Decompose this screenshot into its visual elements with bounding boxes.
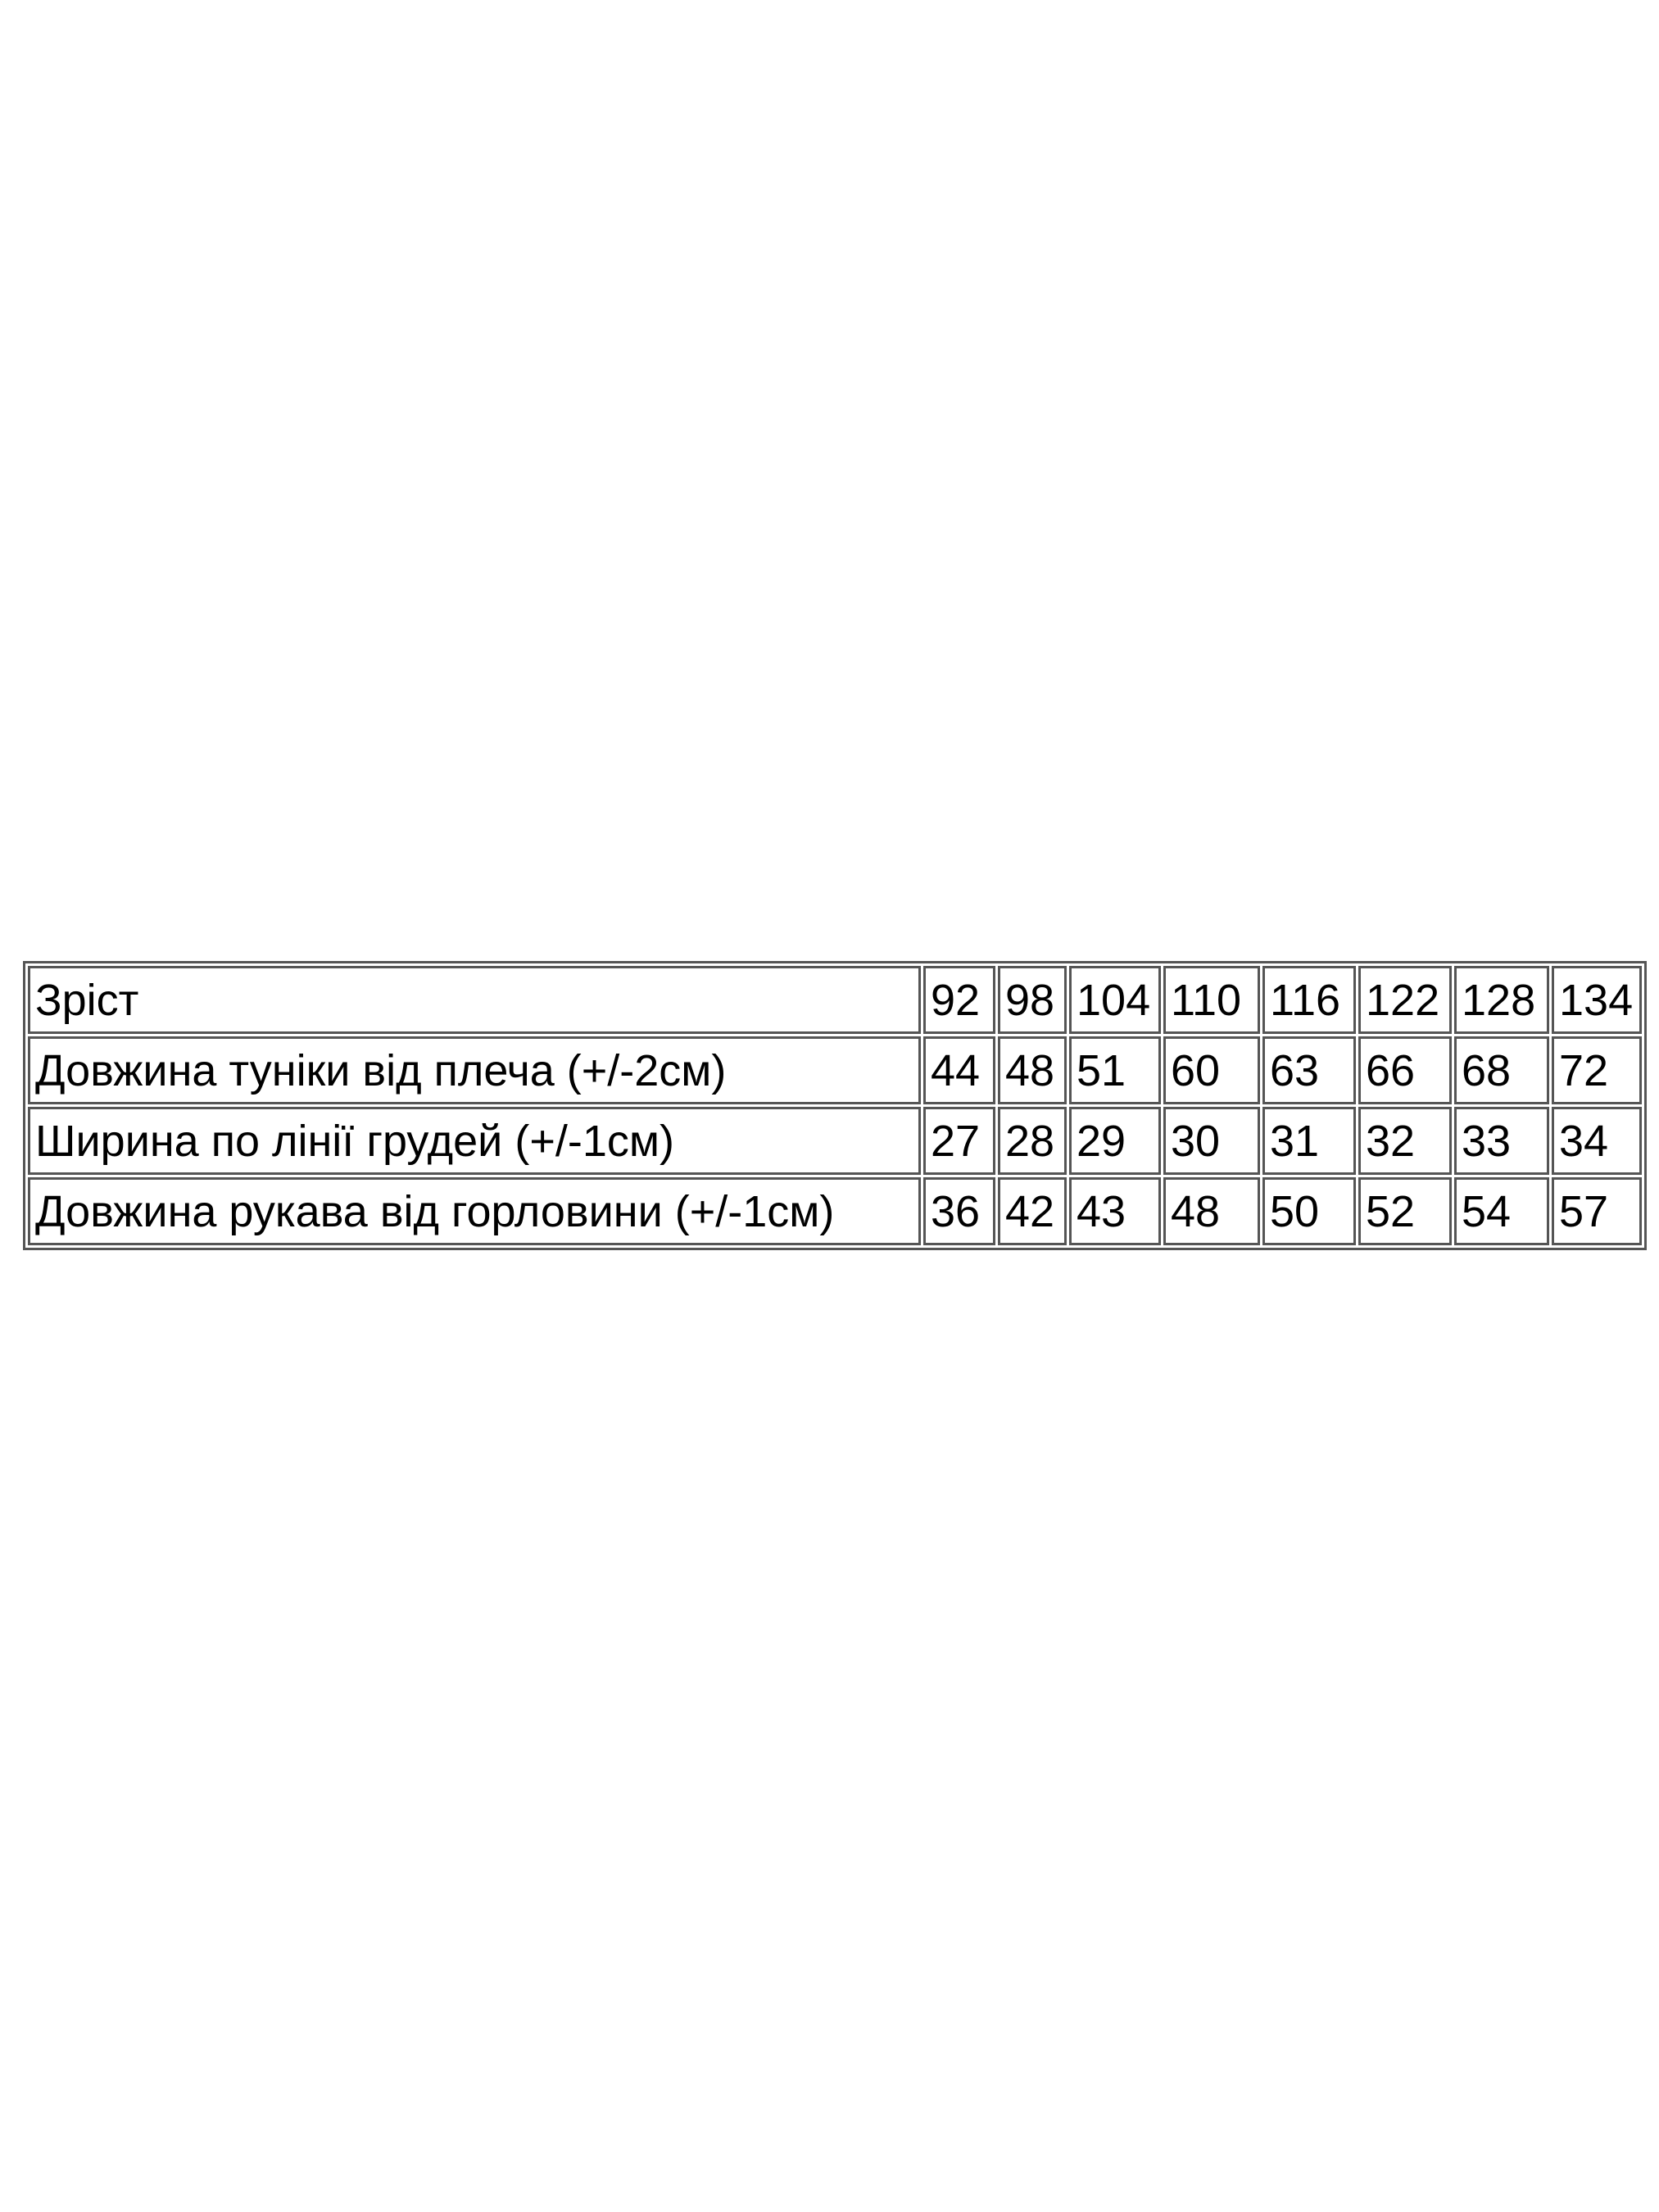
row-label-height: Зріст <box>28 966 921 1034</box>
table-row-chest-width: Ширина по лінії грудей (+/-1см) 27 28 29… <box>28 1107 1642 1175</box>
table-row-tunic-length: Довжина туніки від плеча (+/-2см) 44 48 … <box>28 1036 1642 1104</box>
value-cell: 34 <box>1552 1107 1642 1175</box>
value-cell: 98 <box>998 966 1067 1034</box>
value-cell: 92 <box>923 966 995 1034</box>
value-cell: 68 <box>1454 1036 1549 1104</box>
value-cell: 116 <box>1262 966 1356 1034</box>
value-cell: 33 <box>1454 1107 1549 1175</box>
value-cell: 30 <box>1163 1107 1260 1175</box>
value-cell: 50 <box>1262 1177 1356 1245</box>
table-row-height: Зріст 92 98 104 110 116 122 128 134 <box>28 966 1642 1034</box>
value-cell: 51 <box>1069 1036 1161 1104</box>
value-cell: 128 <box>1454 966 1549 1034</box>
value-cell: 42 <box>998 1177 1067 1245</box>
value-cell: 104 <box>1069 966 1161 1034</box>
size-chart-table: Зріст 92 98 104 110 116 122 128 134 Довж… <box>23 961 1647 1250</box>
value-cell: 27 <box>923 1107 995 1175</box>
row-label-sleeve-length: Довжина рукава від горловини (+/-1см) <box>28 1177 921 1245</box>
value-cell: 48 <box>998 1036 1067 1104</box>
value-cell: 48 <box>1163 1177 1260 1245</box>
value-cell: 28 <box>998 1107 1067 1175</box>
value-cell: 63 <box>1262 1036 1356 1104</box>
value-cell: 29 <box>1069 1107 1161 1175</box>
value-cell: 43 <box>1069 1177 1161 1245</box>
row-label-tunic-length: Довжина туніки від плеча (+/-2см) <box>28 1036 921 1104</box>
row-label-chest-width: Ширина по лінії грудей (+/-1см) <box>28 1107 921 1175</box>
value-cell: 60 <box>1163 1036 1260 1104</box>
value-cell: 72 <box>1552 1036 1642 1104</box>
value-cell: 110 <box>1163 966 1260 1034</box>
value-cell: 44 <box>923 1036 995 1104</box>
value-cell: 134 <box>1552 966 1642 1034</box>
value-cell: 52 <box>1358 1177 1452 1245</box>
value-cell: 32 <box>1358 1107 1452 1175</box>
table-row-sleeve-length: Довжина рукава від горловини (+/-1см) 36… <box>28 1177 1642 1245</box>
value-cell: 36 <box>923 1177 995 1245</box>
value-cell: 57 <box>1552 1177 1642 1245</box>
value-cell: 31 <box>1262 1107 1356 1175</box>
value-cell: 122 <box>1358 966 1452 1034</box>
value-cell: 54 <box>1454 1177 1549 1245</box>
value-cell: 66 <box>1358 1036 1452 1104</box>
